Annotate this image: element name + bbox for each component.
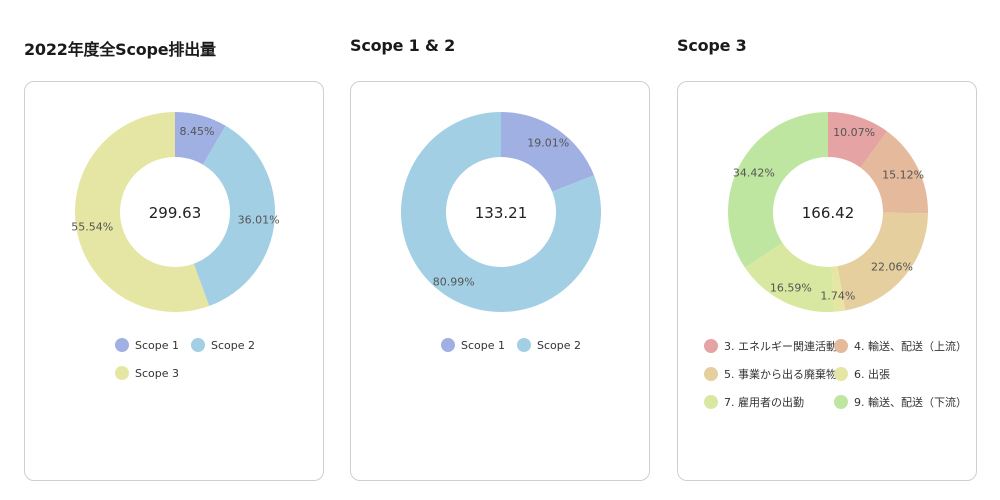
slice-percent-label: 22.06% [871,260,913,273]
legend-label: 4. 輸送、配送（上流） [854,340,967,353]
legend-swatch [704,339,718,353]
center-total-all-scope: 299.63 [149,204,202,222]
legend-item[interactable]: Scope 1 [441,338,505,352]
legend-item[interactable]: 3. エネルギー関連活動 [704,338,837,354]
slice-percent-label: 10.07% [833,126,875,139]
legend-item[interactable]: Scope 2 [517,338,581,352]
chart-card-scope3: 10.07% 15.12% 22.06% 1.74% 16.59% 34.42% 166.… [677,81,977,481]
slice-percent-label: 34.42% [733,167,775,180]
panel-title-all-scope: 2022年度全Scope排出量 [24,40,216,59]
donut-chart-scope3: 10.07% 15.12% 22.06% 1.74% 16.59% 34.42% 166.… [728,112,928,312]
slice-percent-label: 80.99% [433,275,475,288]
legend-item[interactable]: Scope 3 [115,366,179,380]
chart-card-scope12: 19.01% 80.99% 133.21 Scope 1 Scope 2 [350,81,650,481]
legend-item[interactable]: 5. 事業から出る廃棄物 [704,366,837,382]
legend-item[interactable]: 7. 雇用者の出勤 [704,394,804,410]
legend-swatch [834,339,848,353]
slice-percent-label: 55.54% [71,221,113,234]
donut-slice[interactable] [175,112,226,165]
slice-percent-label: 8.45% [180,125,215,138]
legend-label: 6. 出張 [854,368,890,381]
center-total-scope12: 133.21 [475,204,528,222]
panel-title-scope3: Scope 3 [677,36,747,55]
legend-item[interactable]: Scope 2 [191,338,255,352]
donut-slice[interactable] [860,131,928,214]
legend-swatch [834,395,848,409]
donut-slice[interactable] [745,242,835,312]
legend-label: 7. 雇用者の出勤 [724,396,804,409]
chart-card-all-scope: 8.45% 36.01% 55.54% 299.63 Scope 1 Scope 2 S… [24,81,324,481]
legend-item[interactable]: 4. 輸送、配送（上流） [834,338,967,354]
donut-slice[interactable] [400,112,601,312]
donut-slice[interactable] [74,112,210,312]
legend-label: 9. 輸送、配送（下流） [854,396,967,409]
legend-swatch [704,367,718,381]
donut-slice[interactable] [728,112,828,268]
donut-slice[interactable] [828,112,888,168]
slice-percent-label: 15.12% [882,168,924,181]
slice-percent-label: 1.74% [820,289,855,302]
slice-percent-label: 36.01% [238,214,280,227]
slice-percent-label: 16.59% [770,281,812,294]
center-total-scope3: 166.42 [802,204,855,222]
legend-swatch [115,338,129,352]
donut-slice[interactable] [837,212,928,311]
legend-swatch [834,367,848,381]
legend-label: Scope 1 [135,338,180,352]
legend-item[interactable]: Scope 1 [115,338,179,352]
legend-swatch [441,338,455,352]
legend-label: Scope 1 [461,338,506,352]
donut-slice[interactable] [501,112,595,192]
donut-chart-all-scope: 8.45% 36.01% 55.54% 299.63 [71,112,280,312]
legend-swatch [191,338,205,352]
legend-label: 5. 事業から出る廃棄物 [724,368,837,381]
donut-chart-scope12: 19.01% 80.99% 133.21 [400,112,601,312]
legend-label: Scope 3 [135,366,180,380]
donut-slice[interactable] [831,266,846,312]
legend-label: 3. エネルギー関連活動 [724,340,837,353]
panel-title-scope12: Scope 1 & 2 [350,36,456,55]
legend-label: Scope 2 [211,338,256,352]
legend-label: Scope 2 [537,338,582,352]
legend-swatch [517,338,531,352]
slice-percent-label: 19.01% [527,137,569,150]
legend-item[interactable]: 9. 輸送、配送（下流） [834,394,967,410]
legend-swatch [115,366,129,380]
legend-swatch [704,395,718,409]
legend-item[interactable]: 6. 出張 [834,366,890,382]
donut-slice[interactable] [193,125,275,307]
